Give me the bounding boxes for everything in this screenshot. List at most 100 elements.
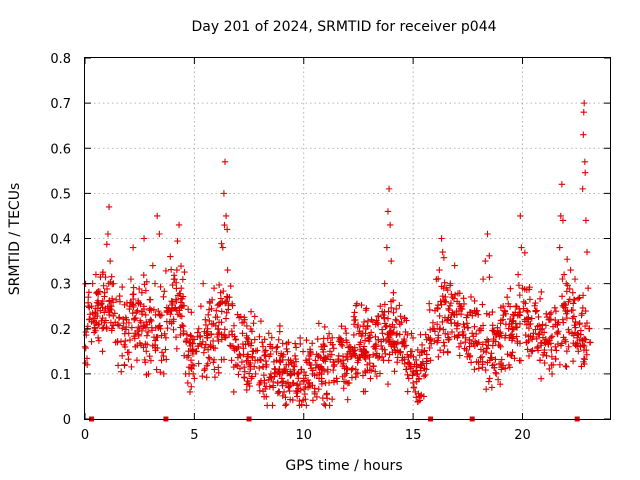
data-point — [180, 302, 188, 309]
data-point — [524, 346, 531, 353]
data-point — [571, 275, 579, 283]
data-point — [322, 402, 329, 409]
data-point — [556, 361, 564, 368]
data-point — [142, 311, 149, 319]
data-point — [128, 363, 135, 371]
data-point — [370, 362, 377, 370]
data-point — [160, 370, 167, 378]
data-point — [360, 318, 368, 326]
data-point — [486, 273, 493, 281]
data-point — [404, 388, 411, 395]
data-point — [251, 363, 258, 370]
data-point — [143, 371, 150, 379]
data-point — [466, 336, 473, 344]
data-point — [413, 394, 420, 401]
data-point — [451, 311, 458, 319]
data-point — [279, 340, 286, 347]
data-point — [509, 335, 516, 342]
data-point — [109, 299, 117, 306]
data-point — [512, 302, 520, 310]
data-point — [524, 308, 532, 316]
data-point — [469, 312, 476, 319]
data-point — [129, 295, 137, 303]
data-point — [456, 303, 464, 310]
data-point — [265, 330, 272, 337]
data-point — [267, 343, 274, 350]
data-point — [201, 344, 208, 351]
data-point — [296, 334, 304, 342]
data-point — [337, 358, 345, 366]
data-point — [101, 293, 108, 300]
data-point — [125, 349, 133, 356]
data-point — [431, 328, 439, 335]
data-point — [315, 352, 322, 360]
data-point — [378, 338, 385, 345]
data-point — [422, 371, 429, 379]
data-point — [369, 351, 377, 358]
y-tick-label: 0.4 — [50, 233, 71, 248]
data-point — [538, 288, 545, 296]
data-point — [508, 352, 515, 360]
data-point — [532, 299, 539, 307]
data-point — [243, 332, 250, 339]
data-point — [367, 375, 374, 382]
data-point — [147, 357, 155, 364]
data-point — [143, 332, 151, 339]
data-point — [315, 320, 323, 327]
data-point — [189, 350, 197, 358]
data-point — [504, 351, 511, 358]
data-point — [381, 301, 389, 308]
data-point — [489, 322, 496, 329]
data-point — [586, 339, 594, 346]
data-point — [251, 357, 259, 364]
data-point — [378, 326, 386, 333]
data-point — [578, 310, 586, 317]
data-point — [528, 315, 536, 322]
data-point — [445, 336, 452, 344]
data-point — [146, 296, 153, 303]
data-point — [279, 369, 286, 376]
x-axis-label: GPS time / hours — [285, 458, 402, 474]
data-point — [407, 363, 414, 370]
data-point — [496, 342, 504, 349]
data-point — [325, 330, 333, 337]
data-point — [560, 334, 567, 341]
data-point — [446, 282, 454, 289]
data-point — [569, 357, 577, 365]
data-point — [369, 318, 377, 326]
data-point — [282, 366, 290, 373]
data-point — [283, 401, 290, 408]
data-point — [271, 373, 278, 380]
data-point — [583, 248, 591, 256]
data-point — [374, 312, 382, 320]
data-point — [477, 354, 484, 361]
data-point — [138, 327, 146, 335]
data-point — [354, 355, 361, 362]
data-point — [482, 349, 490, 356]
data-point — [149, 262, 157, 269]
data-point — [118, 368, 125, 375]
data-point — [197, 302, 205, 310]
data-point — [460, 330, 467, 338]
data-point — [330, 358, 338, 366]
data-point — [92, 271, 100, 278]
data-point — [555, 319, 562, 326]
data-point — [286, 396, 294, 403]
data-point — [211, 373, 219, 381]
data-point — [410, 384, 418, 391]
data-point — [471, 366, 478, 373]
data-point — [121, 330, 129, 337]
data-point — [413, 371, 421, 378]
data-point — [202, 316, 209, 323]
data-point — [191, 375, 198, 382]
data-point — [372, 333, 379, 341]
data-point — [324, 335, 331, 342]
data-point — [291, 352, 299, 360]
data-point — [131, 316, 138, 323]
data-point — [558, 340, 566, 347]
data-point — [133, 308, 140, 316]
data-point — [140, 303, 148, 310]
data-point — [305, 380, 313, 388]
data-point — [563, 314, 571, 322]
